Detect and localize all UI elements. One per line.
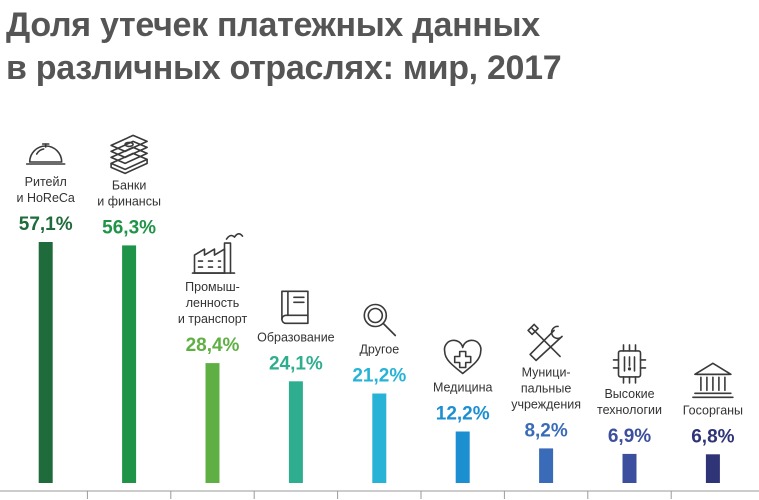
category-label: Высокие технологии bbox=[597, 387, 662, 417]
category-group: 6,9% Высокие технологии bbox=[597, 344, 662, 483]
category-label: Образование bbox=[257, 330, 335, 344]
book-icon bbox=[281, 290, 309, 325]
category-label-line: Ритейл bbox=[25, 175, 67, 189]
category-label: Муници-пальные учреждения bbox=[511, 365, 581, 411]
category-group: 28,4% Промыш-ленность и транспорт bbox=[178, 233, 248, 483]
magnifier-icon bbox=[363, 303, 397, 337]
category-label-line: технологии bbox=[597, 403, 662, 417]
data-label: 6,9% bbox=[608, 426, 651, 447]
category-label: Ритейл и HoReCa bbox=[16, 175, 74, 205]
category-label: Госорганы bbox=[683, 403, 743, 417]
category-label: Промыш-ленность и транспорт bbox=[178, 280, 248, 326]
chip-icon bbox=[612, 344, 647, 384]
category-label-line: Банки bbox=[112, 178, 147, 192]
bar bbox=[455, 431, 470, 483]
bar bbox=[539, 448, 554, 483]
data-label: 57,1% bbox=[19, 214, 73, 235]
cloche-icon bbox=[25, 143, 66, 165]
category-label-line: учреждения bbox=[511, 397, 581, 411]
bar bbox=[288, 381, 303, 483]
category-label: Банки и финансы bbox=[97, 178, 161, 208]
category-label-line: пальные bbox=[521, 381, 571, 395]
category-label-line: Образование bbox=[257, 330, 335, 344]
category-label-line: Муници- bbox=[522, 365, 571, 379]
category-label-line: Другое bbox=[359, 343, 399, 357]
category-label-line: и транспорт bbox=[178, 312, 248, 326]
money-stack-icon bbox=[110, 134, 148, 175]
category-label-line: ленность bbox=[186, 296, 240, 310]
category-group: 24,1% Образование bbox=[257, 290, 335, 483]
category-label-line: Госорганы bbox=[683, 403, 743, 417]
chart-title: Доля утечек платежных данных в различных… bbox=[6, 4, 562, 90]
bar bbox=[372, 393, 387, 483]
bar bbox=[205, 363, 220, 483]
data-label: 6,8% bbox=[691, 426, 734, 447]
category-label: Другое bbox=[359, 343, 399, 357]
category-group: 57,1% Ритейл и HoReCa bbox=[16, 143, 75, 483]
category-group: 6,8% Госорганы bbox=[683, 362, 743, 483]
category-group: 12,2% Медицина bbox=[433, 339, 493, 483]
data-label: 8,2% bbox=[524, 420, 567, 441]
chart-title-line-1: Доля утечек платежных данных bbox=[6, 6, 540, 44]
data-label: 56,3% bbox=[102, 217, 156, 238]
category-label-line: и HoReCa bbox=[16, 191, 74, 205]
bar bbox=[38, 242, 53, 483]
data-label: 21,2% bbox=[352, 366, 406, 387]
category-label-line: Высокие bbox=[604, 387, 654, 401]
category-label-line: Медицина bbox=[433, 381, 493, 395]
category-label: Медицина bbox=[433, 381, 493, 395]
category-group: 8,2% Муници-пальные учреждения bbox=[511, 323, 581, 483]
tools-icon bbox=[527, 323, 563, 362]
data-label: 12,2% bbox=[436, 404, 490, 425]
medical-heart-icon bbox=[443, 339, 482, 375]
data-label: 24,1% bbox=[269, 353, 323, 374]
bar bbox=[122, 245, 137, 483]
chart-title-line-2: в различных отраслях: мир, 2017 bbox=[6, 49, 562, 87]
category-label-line: Промыш- bbox=[185, 280, 240, 294]
bar bbox=[622, 453, 637, 483]
bar bbox=[705, 454, 720, 483]
category-label-line: и финансы bbox=[97, 194, 161, 208]
category-group: 21,2% Другое bbox=[352, 303, 406, 483]
factory-icon bbox=[191, 233, 244, 274]
category-group: 56,3% Банки и финансы bbox=[97, 134, 161, 483]
data-label: 28,4% bbox=[186, 335, 240, 356]
government-building-icon bbox=[692, 362, 734, 399]
